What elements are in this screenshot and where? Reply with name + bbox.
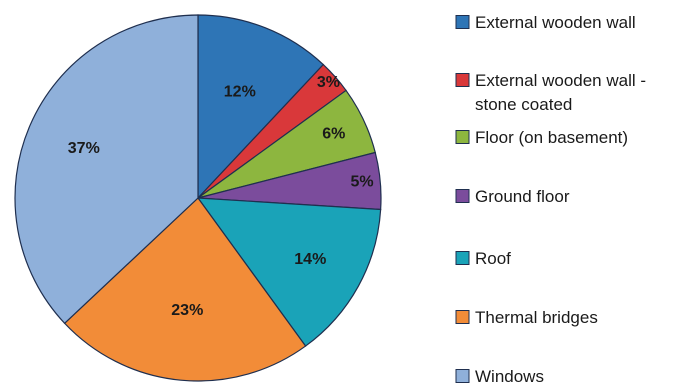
legend-label: Roof <box>475 249 511 268</box>
legend: External wooden wall External wooden wall… <box>455 13 646 386</box>
legend-label: Thermal bridges <box>475 308 598 327</box>
pie-percent-label: 3% <box>317 74 340 91</box>
pie-percent-label: 6% <box>322 125 345 142</box>
legend-item: Roof <box>455 249 511 268</box>
pie-percent-label: 5% <box>350 174 373 191</box>
legend-item: Ground floor <box>455 187 570 206</box>
legend-swatch <box>455 251 470 265</box>
legend-label: External wooden wall - <box>475 71 646 90</box>
pie-percent-label: 37% <box>68 140 100 157</box>
legend-swatch <box>455 15 470 29</box>
pie-percent-label: 12% <box>224 84 256 101</box>
pie-percent-label: 14% <box>294 251 326 268</box>
legend-swatch <box>455 189 470 203</box>
pie-percent-labels: 12% 3% 6% 5% 14% 23% 37% <box>68 74 374 319</box>
legend-item: Windows <box>455 367 544 386</box>
legend-item: External wooden wall <box>455 13 636 32</box>
pie-slice-6 <box>63 197 307 382</box>
legend-swatch <box>455 130 470 144</box>
pie-slice-1 <box>197 14 325 200</box>
pie-slice-5 <box>196 197 382 347</box>
legend-label: Ground floor <box>475 187 570 206</box>
legend-swatch <box>455 73 470 87</box>
legend-item: External wooden wall - stone coated <box>455 71 646 114</box>
pie-percent-label: 23% <box>171 302 203 319</box>
pie-slice-7 <box>14 14 199 325</box>
legend-label: Windows <box>475 367 544 386</box>
pie-slices <box>14 14 382 382</box>
legend-item: Thermal bridges <box>455 308 598 327</box>
legend-label: Floor (on basement) <box>475 128 628 147</box>
legend-swatch <box>455 369 470 383</box>
legend-label: External wooden wall <box>475 13 636 32</box>
legend-item: Floor (on basement) <box>455 128 628 147</box>
legend-swatch <box>455 310 470 324</box>
legend-label: stone coated <box>475 95 572 114</box>
